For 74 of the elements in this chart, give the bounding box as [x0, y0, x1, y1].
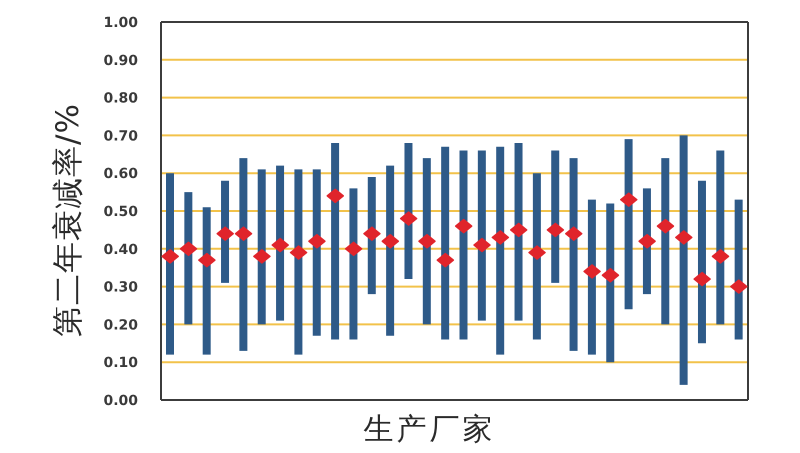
bar [716, 150, 724, 324]
point [712, 249, 730, 264]
point [234, 226, 252, 241]
bar [478, 150, 486, 321]
bar [570, 158, 578, 351]
point [198, 252, 216, 268]
bar [661, 158, 670, 324]
bar [184, 192, 192, 324]
point [253, 249, 271, 264]
bar [422, 158, 431, 324]
bar [698, 180, 706, 344]
point [583, 264, 601, 279]
point [271, 238, 289, 252]
bar [588, 200, 596, 355]
y-tick-label: 0.30 [103, 280, 138, 296]
point [620, 192, 638, 207]
bar [496, 146, 504, 355]
bar [331, 142, 340, 340]
bar [606, 203, 614, 362]
point [546, 222, 564, 238]
bar [514, 142, 523, 321]
point [161, 249, 179, 264]
point [382, 234, 400, 248]
y-tick-label: 0.50 [103, 204, 138, 220]
y-tick-label: 1.00 [103, 14, 138, 31]
x-axis-title: 生产厂家 [364, 412, 496, 447]
y-tick-label: 0.80 [103, 90, 138, 107]
point [510, 222, 528, 238]
y-tick-label: 0.10 [103, 355, 138, 372]
point [290, 245, 308, 260]
bar [276, 166, 284, 321]
point [216, 226, 234, 241]
point [602, 268, 620, 283]
y-tick-label: 0.20 [103, 317, 138, 334]
point [344, 242, 362, 256]
bar [202, 207, 211, 355]
bar [441, 146, 450, 340]
bar [551, 150, 560, 283]
bar [312, 169, 321, 336]
y-tick-label: 0.00 [103, 392, 138, 409]
point [638, 234, 656, 248]
point [308, 234, 326, 248]
point [564, 226, 582, 241]
bar [404, 142, 412, 280]
bar [532, 173, 541, 340]
y-tick-label: 0.40 [103, 242, 138, 258]
bar [624, 139, 633, 310]
y-tick-label: 0.60 [103, 166, 138, 182]
point [436, 252, 454, 268]
point [473, 238, 491, 252]
point [180, 242, 198, 256]
bar [460, 150, 468, 340]
bar [239, 158, 248, 351]
point [454, 218, 472, 234]
point [730, 279, 748, 294]
point [363, 226, 381, 241]
point [675, 230, 693, 245]
point [656, 218, 674, 234]
bar [166, 173, 174, 355]
point [418, 234, 436, 248]
bar [294, 169, 302, 355]
bar [349, 188, 358, 340]
bar [680, 135, 688, 385]
y-tick-label: 0.90 [103, 52, 138, 69]
y-tick-label: 0.70 [103, 128, 138, 144]
point [492, 230, 510, 245]
point [400, 211, 418, 226]
bar [258, 169, 266, 324]
point [693, 272, 711, 286]
point [326, 188, 344, 204]
y-axis-title: 第二年衰减率/% [50, 103, 86, 337]
bar [734, 200, 743, 340]
point [528, 245, 546, 260]
bar [386, 166, 394, 336]
